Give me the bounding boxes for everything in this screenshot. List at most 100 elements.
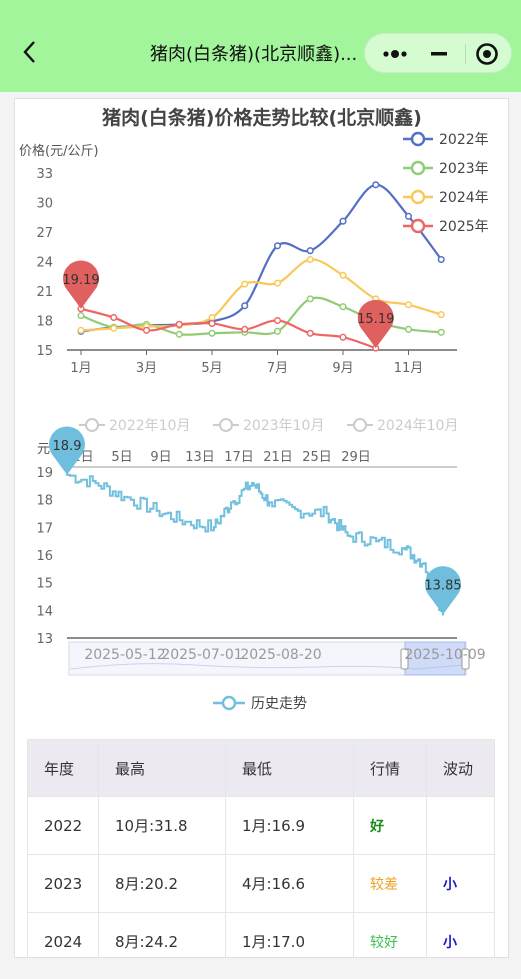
data-point-2022年: [339, 217, 347, 225]
series-line-2025年: [80, 307, 377, 350]
column-header-trend: 行情: [353, 739, 427, 797]
navigation-bar: 猪肉(白条猪)(北京顺鑫)...: [0, 0, 521, 92]
legend-marker-2023年: [410, 160, 426, 176]
yearly-stats-table: 年度 最高 最低 行情 波动 2022 10月:31.8 1月:16.9 好 2023 8…: [27, 739, 495, 957]
chart-card: 猪肉(白条猪)价格走势比较(北京顺鑫) 价格(元/公斤) 15 18 21 24 27 30 3…: [14, 98, 509, 958]
data-point-2024年: [404, 301, 413, 309]
year-cell: 2024: [27, 912, 99, 957]
history-data-point: [229, 501, 233, 504]
y-tick-label: 15: [36, 577, 53, 592]
x-tick-label: 3月: [136, 361, 157, 376]
history-data-point: [184, 520, 187, 523]
minimize-icon: [431, 52, 447, 56]
zoom-handle-right[interactable]: [461, 648, 470, 670]
data-point-2022年: [241, 302, 249, 310]
history-line: [67, 473, 444, 615]
year-cell: 2023: [27, 854, 99, 913]
y-tick-label: 27: [36, 226, 53, 241]
top-x-tick-label: 9日: [150, 450, 171, 465]
y-tick-label: 14: [36, 604, 53, 619]
marker-pin-0: 19.19: [62, 260, 100, 309]
data-point-2023年: [77, 312, 85, 320]
data-point-2024年: [273, 279, 282, 287]
legend-label-2022年: 2022年: [439, 132, 489, 148]
zoom-slider-window: [404, 641, 466, 676]
y-tick-label: 15: [36, 344, 53, 359]
legend-marker-2022年: [410, 131, 426, 147]
data-point-2022年: [273, 242, 282, 250]
table-row: 2024 8月:24.2 1月:17.0 较好小: [27, 912, 495, 957]
data-point-2025年: [241, 325, 249, 333]
top-x-tick-label: 13日: [185, 450, 215, 465]
column-header-high: 最高: [98, 739, 226, 797]
chart-title: 猪肉(白条猪)价格走势比较(北京顺鑫): [101, 106, 422, 129]
data-point-2024年: [208, 314, 216, 322]
history-data-point: [123, 495, 126, 499]
history-data-point: [403, 548, 407, 551]
legend-label-2025年: 2025年: [439, 219, 489, 235]
data-point-2024年: [241, 280, 249, 288]
capsule-divider: [465, 44, 466, 64]
high-cell: 10月:31.8: [98, 796, 226, 855]
column-header-low: 最低: [225, 739, 354, 797]
data-point-2025年: [339, 333, 347, 341]
y-tick-label: 24: [36, 256, 53, 271]
legend-marker-history: [221, 695, 237, 711]
top-x-tick-label: 25日: [302, 450, 332, 465]
marker-pin-1: 15.19: [357, 299, 394, 349]
page-body: 猪肉(白条猪)价格走势比较(北京顺鑫) 价格(元/公斤) 15 18 21 24 27 30 3…: [0, 92, 521, 979]
y-tick-label: 30: [36, 197, 53, 212]
data-point-2022年: [437, 255, 445, 264]
data-point-2024年: [110, 324, 118, 332]
legend-label-2024年: 2024年: [439, 190, 489, 206]
history-data-point: [94, 481, 97, 485]
zoom-slider-preview: [70, 663, 466, 670]
y-tick-label: 18: [36, 315, 53, 330]
legend-marker-2025年: [410, 218, 426, 234]
close-button[interactable]: [463, 34, 511, 74]
top-x-tick-label: 17日: [224, 450, 254, 465]
marker-pin-1-label: 15.19: [357, 312, 394, 327]
trend-cell: 较差: [353, 854, 427, 913]
table-row: 2022 10月:31.8 1月:16.9 好: [27, 796, 495, 855]
x-tick-label: 1月: [70, 361, 91, 376]
volatility-cell: 小: [426, 912, 495, 957]
trend-cell: 好: [353, 796, 427, 855]
data-point-2023年: [339, 303, 347, 311]
history-data-point: [65, 473, 69, 476]
data-point-2025年: [273, 316, 282, 325]
legend-label-2023年: 2023年: [439, 161, 489, 177]
top-x-tick-label: 29日: [341, 450, 371, 465]
data-point-2023年: [404, 325, 413, 333]
x-tick-label: 9月: [332, 361, 353, 376]
more-button[interactable]: [371, 34, 419, 74]
low-cell: 1月:16.9: [225, 796, 354, 855]
back-button[interactable]: [18, 38, 48, 68]
data-point-2025年: [208, 319, 216, 327]
y-tick-label: 13: [36, 632, 53, 647]
bottom-x-tick-label: 2025-05-12: [84, 647, 165, 663]
history-marker-pin-0-label: 18.9: [53, 439, 82, 454]
data-point-2025年: [306, 329, 314, 337]
x-tick-label: 7月: [267, 361, 288, 376]
yearly-comparison-chart[interactable]: 猪肉(白条猪)价格走势比较(北京顺鑫)价格(元/公斤) 15 18 21 24 27 30 3…: [15, 99, 509, 399]
mini-program-capsule: [364, 33, 512, 73]
ghost-legend-marker: [353, 418, 367, 432]
minimize-button[interactable]: [415, 34, 463, 74]
zoom-handle-left[interactable]: [400, 648, 409, 670]
trend-cell: 较好: [353, 912, 427, 957]
volatility-cell: 小: [426, 854, 495, 913]
y-tick-label: 33: [36, 167, 53, 182]
y-tick-label: 19: [36, 466, 53, 481]
data-point-2025年: [110, 314, 118, 322]
y-tick-label: 18: [36, 494, 53, 509]
y-axis-label: 元: [37, 442, 50, 457]
data-point-2023年: [175, 330, 183, 338]
marker-pin-0-label: 19.19: [62, 273, 99, 288]
history-marker-pin-1: 13.85: [424, 566, 462, 615]
chevron-left-icon: [23, 41, 35, 63]
more-dots-icon: [383, 50, 407, 58]
data-point-2022年: [306, 247, 314, 255]
history-data-point: [296, 509, 300, 512]
